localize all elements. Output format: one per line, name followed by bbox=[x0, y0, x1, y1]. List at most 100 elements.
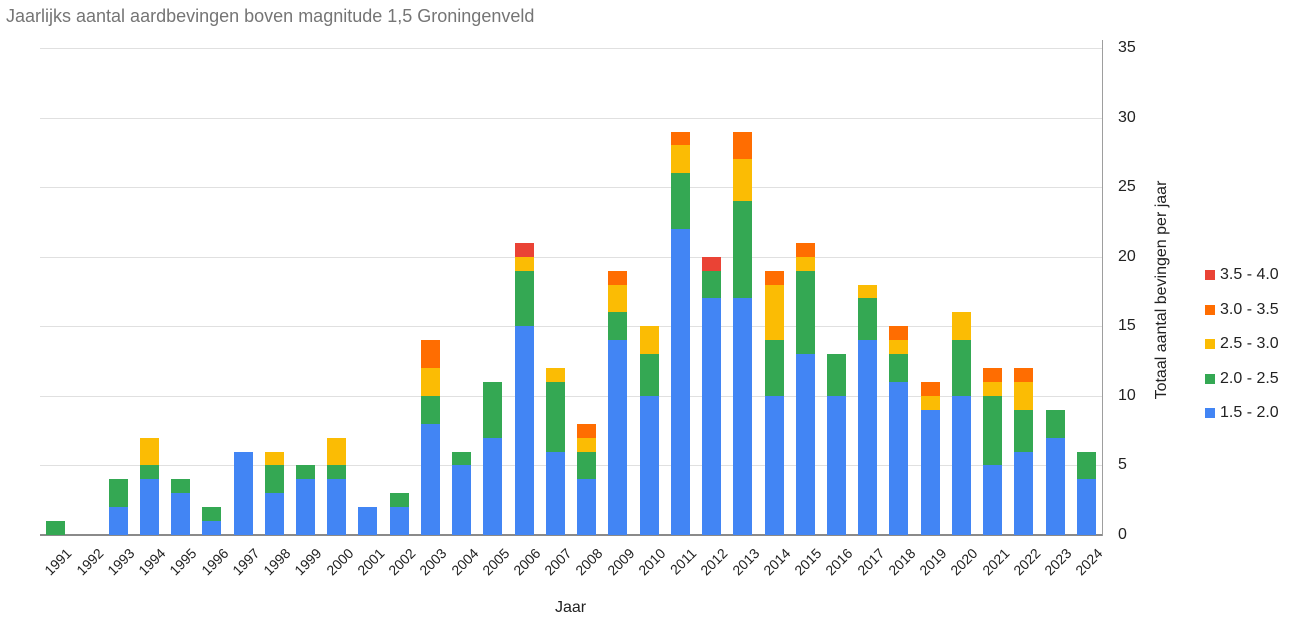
legend-label: 3.0 - 3.5 bbox=[1220, 300, 1279, 318]
y-tick-label: 25 bbox=[1118, 178, 1136, 196]
bar-2009[interactable] bbox=[608, 270, 628, 535]
x-tick-label: 2017 bbox=[853, 545, 888, 579]
x-tick-label: 2002 bbox=[385, 545, 419, 579]
x-tick-label: 2010 bbox=[635, 545, 669, 579]
bar-2011[interactable] bbox=[670, 131, 690, 535]
legend-item[interactable]: 1.5 - 2.0 bbox=[1205, 396, 1279, 431]
bar-segment bbox=[483, 437, 503, 535]
bar-2013[interactable] bbox=[733, 131, 753, 535]
bar-1991[interactable] bbox=[46, 521, 66, 535]
bar-segment bbox=[389, 507, 409, 535]
bar-2002[interactable] bbox=[389, 493, 409, 535]
bar-2016[interactable] bbox=[827, 354, 846, 535]
bar-2006[interactable] bbox=[514, 242, 534, 535]
bar-segment bbox=[420, 340, 440, 369]
bar-1996[interactable] bbox=[202, 507, 222, 535]
bar-2008[interactable] bbox=[577, 423, 597, 535]
bar-2014[interactable] bbox=[764, 270, 784, 535]
bar-segment bbox=[577, 479, 597, 535]
bar-segment bbox=[202, 507, 222, 522]
x-tick-label: 1993 bbox=[104, 545, 138, 579]
bar-segment bbox=[1045, 409, 1065, 438]
bar-2018[interactable] bbox=[889, 326, 909, 535]
bar-segment bbox=[296, 479, 315, 535]
bar-2007[interactable] bbox=[545, 368, 565, 535]
plot-area bbox=[40, 48, 1102, 536]
bar-segment bbox=[951, 340, 971, 396]
y-tick-label: 35 bbox=[1118, 39, 1136, 56]
bar-segment bbox=[670, 145, 690, 174]
bar-2001[interactable] bbox=[358, 507, 378, 535]
bar-segment bbox=[764, 340, 784, 396]
bar-segment bbox=[1014, 381, 1034, 410]
bar-2017[interactable] bbox=[858, 284, 878, 535]
bar-1999[interactable] bbox=[296, 465, 315, 535]
legend-item[interactable]: 2.0 - 2.5 bbox=[1205, 362, 1279, 397]
gridline bbox=[40, 326, 1102, 328]
gridline bbox=[40, 117, 1102, 119]
bar-segment bbox=[608, 312, 628, 341]
bar-2015[interactable] bbox=[795, 242, 815, 535]
bar-segment bbox=[545, 451, 565, 535]
bar-2000[interactable] bbox=[327, 437, 347, 535]
bar-2024[interactable] bbox=[1076, 451, 1096, 535]
bar-2010[interactable] bbox=[639, 326, 659, 535]
bar-segment bbox=[764, 395, 784, 535]
legend-label: 2.0 - 2.5 bbox=[1220, 369, 1279, 387]
bar-segment bbox=[108, 479, 128, 508]
bar-2020[interactable] bbox=[951, 312, 971, 535]
legend-swatch-icon bbox=[1205, 339, 1215, 350]
bar-segment bbox=[327, 479, 347, 535]
x-tick-label: 2008 bbox=[572, 545, 606, 579]
bar-segment bbox=[827, 354, 846, 396]
bar-2023[interactable] bbox=[1045, 409, 1065, 535]
bar-segment bbox=[764, 270, 784, 285]
gridline bbox=[40, 256, 1102, 258]
x-tick-label: 2022 bbox=[1009, 545, 1044, 579]
x-tick-label: 2014 bbox=[760, 545, 794, 579]
x-tick-label: 1999 bbox=[291, 545, 325, 579]
bar-segment bbox=[420, 368, 440, 396]
x-tick-label: 2018 bbox=[884, 545, 919, 579]
x-tick-label: 2024 bbox=[1072, 545, 1106, 579]
bar-segment bbox=[264, 451, 284, 466]
bar-segment bbox=[420, 395, 440, 424]
bar-segment bbox=[858, 340, 878, 535]
x-tick-label: 2009 bbox=[603, 545, 638, 579]
legend-item[interactable]: 3.0 - 3.5 bbox=[1205, 293, 1279, 328]
bar-segment bbox=[639, 395, 659, 535]
bar-1997[interactable] bbox=[233, 451, 253, 535]
bar-segment bbox=[171, 493, 191, 535]
bar-1995[interactable] bbox=[171, 479, 191, 535]
bar-segment bbox=[1045, 437, 1065, 535]
bar-1994[interactable] bbox=[139, 437, 159, 535]
bar-segment bbox=[733, 201, 753, 299]
bar-2022[interactable] bbox=[1014, 368, 1034, 535]
bar-2021[interactable] bbox=[983, 368, 1003, 535]
bar-2005[interactable] bbox=[483, 381, 503, 535]
legend-swatch-icon bbox=[1205, 270, 1215, 281]
bar-segment bbox=[983, 465, 1003, 535]
x-tick-label: 2016 bbox=[822, 545, 856, 579]
bar-2004[interactable] bbox=[452, 451, 472, 535]
bar-segment bbox=[1076, 479, 1096, 535]
bar-segment bbox=[608, 340, 628, 535]
legend-item[interactable]: 3.5 - 4.0 bbox=[1205, 258, 1279, 293]
legend-item[interactable]: 2.5 - 3.0 bbox=[1205, 327, 1279, 362]
x-axis-title: Jaar bbox=[555, 599, 587, 616]
bar-1993[interactable] bbox=[108, 479, 128, 535]
bar-1998[interactable] bbox=[264, 451, 284, 535]
bar-segment bbox=[608, 284, 628, 313]
bar-segment bbox=[514, 256, 534, 271]
legend: 3.5 - 4.0 3.0 - 3.5 2.5 - 3.0 2.0 - 2.5 1.5 … bbox=[1205, 258, 1279, 431]
y-tick-label: 20 bbox=[1118, 247, 1136, 265]
x-tick-label: 1996 bbox=[197, 545, 232, 579]
bar-segment bbox=[733, 159, 753, 202]
legend-swatch-icon bbox=[1205, 304, 1215, 315]
x-tick-label: 2006 bbox=[510, 545, 544, 579]
bar-segment bbox=[889, 381, 909, 535]
y-tick-label: 5 bbox=[1118, 456, 1127, 474]
bar-2003[interactable] bbox=[420, 340, 440, 535]
bar-2019[interactable] bbox=[920, 381, 940, 535]
bar-2012[interactable] bbox=[702, 256, 722, 535]
